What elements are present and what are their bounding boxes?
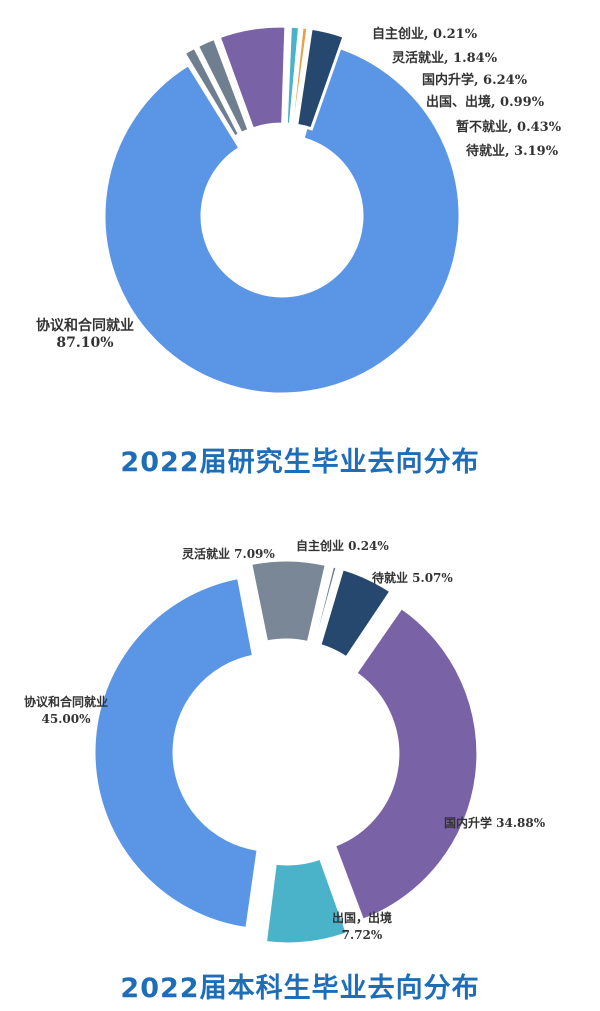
chart1-label-1: 自主创业, 0.21% [372, 26, 478, 42]
chart1-label-0: 协议和合同就业 87.10% [36, 317, 134, 351]
chart2-slice-4 [263, 856, 350, 946]
chart1-slice-2 [195, 36, 251, 136]
chart2-slice-0 [248, 558, 329, 645]
graduate-donut-chart: 协议和合同就业 87.10% 自主创业, 0.21% 灵活就业, 1.84% 国内升学,… [36, 24, 562, 396]
chart2-label-2: 待就业 5.07% [372, 570, 453, 585]
chart2-slice-5 [92, 575, 260, 931]
chart1-label-3: 国内升学, 6.24% [422, 72, 528, 88]
undergraduate-donut-chart: 灵活就业 7.09% 自主创业 0.24% 待就业 5.07% 国内升学 34.88%… [24, 538, 546, 946]
chart1-slice-5 [290, 25, 310, 127]
chart1-slice-3 [217, 24, 288, 131]
undergraduate-chart-title: 2022届本科生毕业去向分布 [120, 973, 480, 1004]
chart2-slice-3 [332, 605, 480, 923]
graduate-chart-title: 2022届研究生毕业去向分布 [120, 447, 480, 478]
chart1-label-6: 待就业, 3.19% [465, 143, 559, 159]
chart2-label-5: 协议和合同就业 45.00% [24, 694, 108, 726]
chart2-slice-1 [311, 563, 340, 646]
chart2-slice-2 [317, 566, 393, 660]
chart2-label-1: 自主创业 0.24% [296, 538, 389, 553]
chart1-label-2: 灵活就业, 1.84% [392, 50, 498, 66]
chart1-slice-6 [295, 26, 346, 131]
chart2-label-4: 出国，出境 7.72% [332, 910, 392, 942]
chart1-slice-0 [102, 42, 462, 396]
chart1-slice-1 [182, 45, 242, 140]
chart1-label-4: 出国、出境, 0.99% [426, 94, 545, 110]
chart1-label-5: 暂不就业, 0.43% [456, 119, 562, 135]
chart2-label-3: 国内升学 34.88% [444, 815, 546, 830]
chart2-label-0: 灵活就业 7.09% [182, 546, 275, 561]
